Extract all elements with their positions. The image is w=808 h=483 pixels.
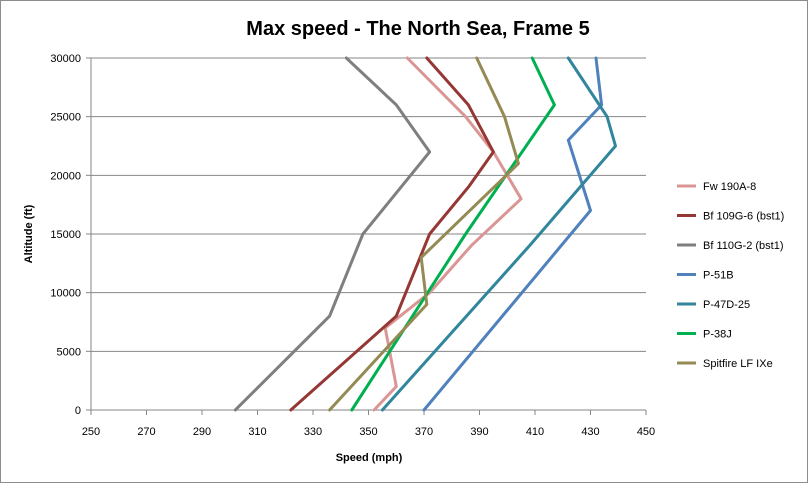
series-line-1 (372, 56, 523, 412)
y-tick-label: 15000 (50, 229, 81, 241)
legend-label-4: P-51B (703, 270, 734, 282)
x-tick-label: 290 (193, 426, 211, 438)
y-tick-label: 0 (75, 405, 81, 417)
y-tick-label: 5000 (57, 346, 81, 358)
series-line-2 (289, 56, 495, 412)
x-tick-label: 370 (415, 426, 433, 438)
y-tick-label: 30000 (50, 53, 81, 65)
legend-label-2: Bf 109G-6 (bst1) (703, 211, 784, 223)
series-line-7 (328, 56, 520, 412)
series-line-3 (233, 56, 432, 412)
series-line-4 (422, 56, 604, 412)
legend-label-5: P-47D-25 (703, 299, 750, 311)
x-tick-label: 330 (304, 426, 322, 438)
chart-title: Max speed - The North Sea, Frame 5 (246, 18, 589, 40)
axes (86, 57, 647, 415)
x-tick-label: 270 (137, 426, 155, 438)
legend-label-7: Spitfire LF IXe (703, 358, 773, 370)
legend-label-3: Bf 110G-2 (bst1) (703, 240, 784, 252)
x-tick-label: 250 (82, 426, 100, 438)
series-lines (233, 56, 617, 412)
legend-label-6: P-38J (703, 329, 732, 341)
y-tick-label: 25000 (50, 112, 81, 124)
x-tick-label: 450 (637, 426, 655, 438)
x-tick-label: 410 (526, 426, 544, 438)
x-tick-label: 350 (359, 426, 377, 438)
y-tick-label: 10000 (50, 288, 81, 300)
y-tick-labels: 0 5000 10000 15000 20000 25000 30000 (50, 53, 81, 417)
series-line-5 (380, 56, 617, 412)
y-tick-label: 20000 (50, 170, 81, 182)
x-tick-label: 430 (581, 426, 599, 438)
y-axis-label: Altitude (ft) (23, 204, 35, 263)
legend: Fw 190A-8 Bf 109G-6 (bst1) Bf 110G-2 (bst1… (677, 181, 784, 370)
x-tick-label: 310 (248, 426, 266, 438)
legend-label-1: Fw 190A-8 (703, 181, 756, 193)
x-tick-labels: 250 270 290 310 330 350 370 390 410 430 450 (82, 426, 655, 438)
x-tick-label: 390 (470, 426, 488, 438)
gridlines (91, 57, 646, 352)
x-axis-label: Speed (mph) (336, 452, 403, 464)
